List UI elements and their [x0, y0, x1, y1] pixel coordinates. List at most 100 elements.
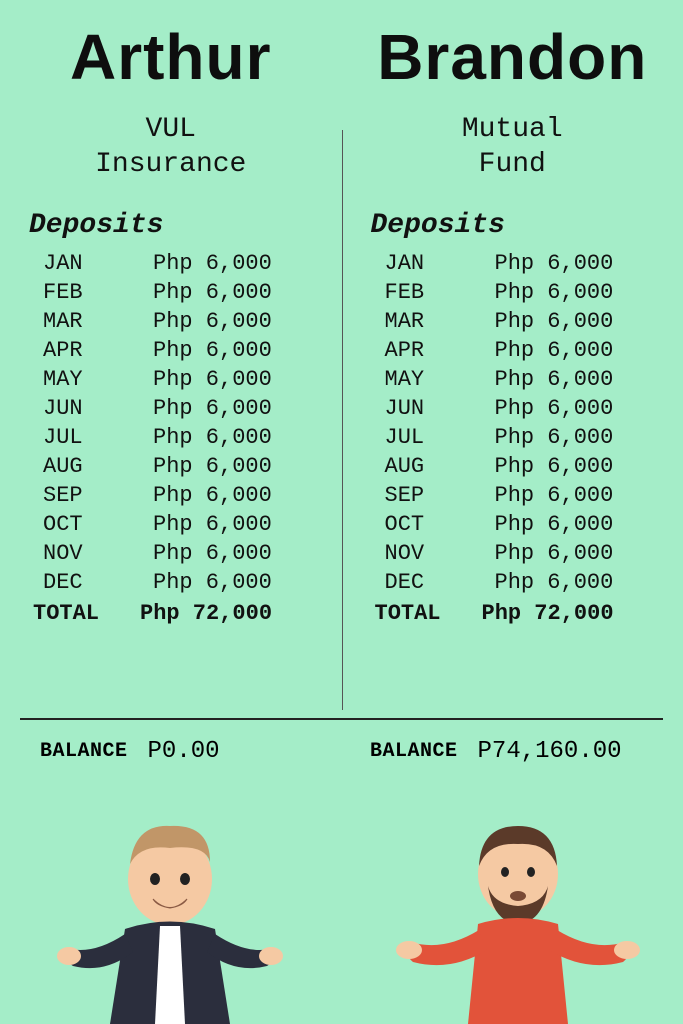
deposit-row: MARPhp 6,000 [385, 307, 659, 336]
deposit-month: FEB [43, 280, 123, 305]
deposit-month: NOV [385, 541, 465, 566]
horizontal-divider [20, 718, 663, 720]
deposit-month: JAN [43, 251, 123, 276]
deposits-list-arthur: JANPhp 6,000FEBPhp 6,000MARPhp 6,000APRP… [25, 249, 317, 597]
deposit-month: JUL [385, 425, 465, 450]
deposit-row: NOVPhp 6,000 [385, 539, 659, 568]
character-illustrations [0, 804, 683, 1024]
deposit-row: AUGPhp 6,000 [385, 452, 659, 481]
deposit-amount: Php 6,000 [465, 251, 659, 276]
deposit-row: JULPhp 6,000 [385, 423, 659, 452]
deposit-amount: Php 6,000 [123, 280, 317, 305]
deposit-row: JUNPhp 6,000 [385, 394, 659, 423]
product-line2: Fund [479, 149, 546, 180]
deposit-row: APRPhp 6,000 [385, 336, 659, 365]
product-type: VUL Insurance [25, 112, 317, 182]
arthur-character-icon [55, 804, 285, 1024]
total-row: TOTAL Php 72,000 [367, 597, 659, 626]
deposit-month: JUL [43, 425, 123, 450]
brandon-character-icon [393, 804, 643, 1024]
balance-amount: P74,160.00 [478, 738, 622, 765]
deposit-month: DEC [43, 570, 123, 595]
deposit-month: FEB [385, 280, 465, 305]
deposit-month: OCT [43, 512, 123, 537]
deposit-month: MAR [385, 309, 465, 334]
deposit-amount: Php 6,000 [465, 454, 659, 479]
deposit-row: MAYPhp 6,000 [43, 365, 317, 394]
person-name: Arthur [25, 20, 317, 94]
deposit-amount: Php 6,000 [465, 280, 659, 305]
deposit-amount: Php 6,000 [465, 512, 659, 537]
balance-label: BALANCE [40, 740, 128, 763]
deposits-heading: Deposits [25, 210, 317, 241]
deposit-row: DECPhp 6,000 [43, 568, 317, 597]
deposits-heading: Deposits [367, 210, 659, 241]
deposit-month: SEP [385, 483, 465, 508]
deposit-amount: Php 6,000 [123, 425, 317, 450]
product-line1: Mutual [462, 114, 563, 145]
balance-amount: P0.00 [148, 738, 220, 765]
deposit-row: SEPPhp 6,000 [43, 481, 317, 510]
deposit-amount: Php 6,000 [465, 541, 659, 566]
total-label: TOTAL [33, 601, 128, 626]
deposit-month: JUN [43, 396, 123, 421]
deposit-month: DEC [385, 570, 465, 595]
deposit-amount: Php 6,000 [123, 251, 317, 276]
comparison-container: Arthur VUL Insurance Deposits JANPhp 6,0… [0, 0, 683, 1024]
balance-row-arthur: BALANCE P0.00 [40, 738, 220, 765]
deposit-row: JUNPhp 6,000 [43, 394, 317, 423]
balance-row-brandon: BALANCE P74,160.00 [370, 738, 622, 765]
deposit-row: FEBPhp 6,000 [43, 278, 317, 307]
deposit-amount: Php 6,000 [465, 309, 659, 334]
deposit-row: SEPPhp 6,000 [385, 481, 659, 510]
deposit-amount: Php 6,000 [123, 338, 317, 363]
deposit-month: SEP [43, 483, 123, 508]
person-name: Brandon [367, 20, 659, 94]
deposit-row: OCTPhp 6,000 [385, 510, 659, 539]
total-label: TOTAL [375, 601, 470, 626]
deposit-month: MAY [385, 367, 465, 392]
deposit-amount: Php 6,000 [465, 396, 659, 421]
deposit-month: AUG [385, 454, 465, 479]
deposit-month: NOV [43, 541, 123, 566]
deposit-amount: Php 6,000 [465, 570, 659, 595]
deposit-amount: Php 6,000 [123, 512, 317, 537]
deposit-amount: Php 6,000 [123, 396, 317, 421]
deposit-month: APR [43, 338, 123, 363]
deposit-month: MAY [43, 367, 123, 392]
deposit-month: MAR [43, 309, 123, 334]
deposit-row: MAYPhp 6,000 [385, 365, 659, 394]
deposit-month: OCT [385, 512, 465, 537]
total-amount: Php 72,000 [470, 601, 659, 626]
deposit-row: APRPhp 6,000 [43, 336, 317, 365]
deposit-month: APR [385, 338, 465, 363]
deposit-amount: Php 6,000 [123, 454, 317, 479]
deposits-list-brandon: JANPhp 6,000FEBPhp 6,000MARPhp 6,000APRP… [367, 249, 659, 597]
deposit-row: JULPhp 6,000 [43, 423, 317, 452]
total-row: TOTAL Php 72,000 [25, 597, 317, 626]
balance-label: BALANCE [370, 740, 458, 763]
product-line2: Insurance [95, 149, 246, 180]
deposit-row: FEBPhp 6,000 [385, 278, 659, 307]
product-line1: VUL [146, 114, 196, 145]
deposit-row: NOVPhp 6,000 [43, 539, 317, 568]
deposit-row: MARPhp 6,000 [43, 307, 317, 336]
deposit-row: JANPhp 6,000 [43, 249, 317, 278]
deposit-amount: Php 6,000 [465, 367, 659, 392]
deposit-row: DECPhp 6,000 [385, 568, 659, 597]
deposit-row: OCTPhp 6,000 [43, 510, 317, 539]
deposit-amount: Php 6,000 [123, 570, 317, 595]
deposit-month: JUN [385, 396, 465, 421]
deposit-amount: Php 6,000 [465, 483, 659, 508]
deposit-amount: Php 6,000 [465, 425, 659, 450]
deposit-amount: Php 6,000 [123, 309, 317, 334]
deposit-amount: Php 6,000 [123, 367, 317, 392]
deposit-amount: Php 6,000 [123, 541, 317, 566]
deposit-month: JAN [385, 251, 465, 276]
deposit-amount: Php 6,000 [465, 338, 659, 363]
total-amount: Php 72,000 [128, 601, 317, 626]
deposit-row: AUGPhp 6,000 [43, 452, 317, 481]
vertical-divider [342, 130, 343, 710]
product-type: Mutual Fund [367, 112, 659, 182]
deposit-amount: Php 6,000 [123, 483, 317, 508]
